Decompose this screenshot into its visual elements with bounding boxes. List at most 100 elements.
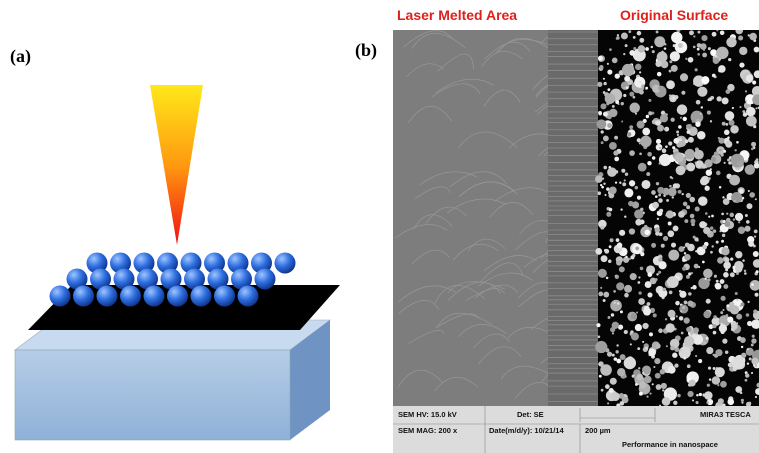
particle xyxy=(703,227,710,234)
particle xyxy=(639,38,644,43)
particle xyxy=(752,81,756,85)
particle xyxy=(597,82,602,87)
info-text: SEM HV: 15.0 kV xyxy=(398,410,457,419)
particle xyxy=(698,359,702,363)
figure: (a) (b) Laser Melted Area Original Surfa… xyxy=(0,0,759,453)
particle xyxy=(616,282,624,290)
particle xyxy=(695,207,700,212)
particle xyxy=(614,302,616,304)
particle xyxy=(711,215,714,218)
particle xyxy=(745,214,748,217)
particle xyxy=(662,389,664,391)
particle xyxy=(745,90,747,92)
particle xyxy=(609,388,614,393)
particle xyxy=(721,213,724,216)
particle xyxy=(617,243,623,249)
particle xyxy=(639,71,641,73)
particle xyxy=(657,72,662,77)
particle xyxy=(598,56,603,61)
particle xyxy=(657,52,668,63)
particle xyxy=(624,285,632,293)
particle xyxy=(736,314,742,320)
particle xyxy=(614,157,619,162)
particle xyxy=(629,125,633,129)
particle xyxy=(657,187,664,194)
particle xyxy=(734,200,736,202)
particle xyxy=(708,47,711,50)
particle xyxy=(635,324,642,331)
particle xyxy=(697,131,706,140)
particle xyxy=(677,394,680,397)
particle xyxy=(607,402,609,404)
particle xyxy=(655,195,658,198)
particle xyxy=(662,148,667,153)
particle xyxy=(684,149,695,160)
particle xyxy=(712,376,720,384)
particle xyxy=(659,162,661,164)
particle xyxy=(728,58,731,61)
particle xyxy=(719,230,721,232)
powder-ball xyxy=(144,286,165,307)
particle xyxy=(600,364,612,376)
particle xyxy=(675,301,680,306)
particle xyxy=(756,270,759,273)
particle xyxy=(612,354,615,357)
particle xyxy=(676,130,679,133)
particle xyxy=(694,264,699,269)
particle xyxy=(747,348,749,350)
particle xyxy=(627,132,631,136)
particle xyxy=(597,191,601,195)
particle xyxy=(708,366,711,369)
particle xyxy=(722,122,726,126)
particle xyxy=(617,368,625,376)
particle xyxy=(607,352,612,357)
particle xyxy=(612,58,618,64)
particle xyxy=(643,308,651,316)
powder-ball xyxy=(255,269,276,290)
particle xyxy=(615,350,618,353)
particle xyxy=(738,35,743,40)
particle xyxy=(641,84,644,87)
particle xyxy=(676,28,680,32)
particle xyxy=(647,152,652,157)
particle xyxy=(730,125,738,133)
particle xyxy=(607,88,610,91)
particle xyxy=(639,152,642,155)
particle xyxy=(598,111,602,115)
particle xyxy=(713,331,717,335)
particle xyxy=(727,136,730,139)
particle xyxy=(609,208,613,212)
particle xyxy=(613,290,616,293)
particle xyxy=(672,146,675,149)
particle xyxy=(637,347,640,350)
particle xyxy=(657,125,664,132)
particle xyxy=(686,193,691,198)
particle xyxy=(724,221,730,227)
particle xyxy=(687,391,693,397)
particle xyxy=(607,123,612,128)
particle xyxy=(713,354,716,357)
particle xyxy=(613,150,618,155)
particle xyxy=(612,105,615,108)
particle xyxy=(702,164,707,169)
particle xyxy=(635,246,639,250)
particle xyxy=(678,211,685,218)
particle xyxy=(646,87,648,89)
particle xyxy=(719,149,721,151)
particle xyxy=(621,102,624,105)
particle xyxy=(615,182,617,184)
particle xyxy=(721,153,724,156)
particle xyxy=(601,389,604,392)
particle xyxy=(656,30,659,33)
particle xyxy=(609,245,612,248)
particle xyxy=(693,35,695,37)
particle xyxy=(695,122,700,127)
particle xyxy=(661,244,665,248)
particle xyxy=(748,190,750,192)
particle xyxy=(610,238,614,242)
particle xyxy=(609,187,617,195)
particle xyxy=(668,250,679,261)
particle xyxy=(609,142,617,150)
particle xyxy=(708,97,712,101)
particle xyxy=(732,107,734,109)
